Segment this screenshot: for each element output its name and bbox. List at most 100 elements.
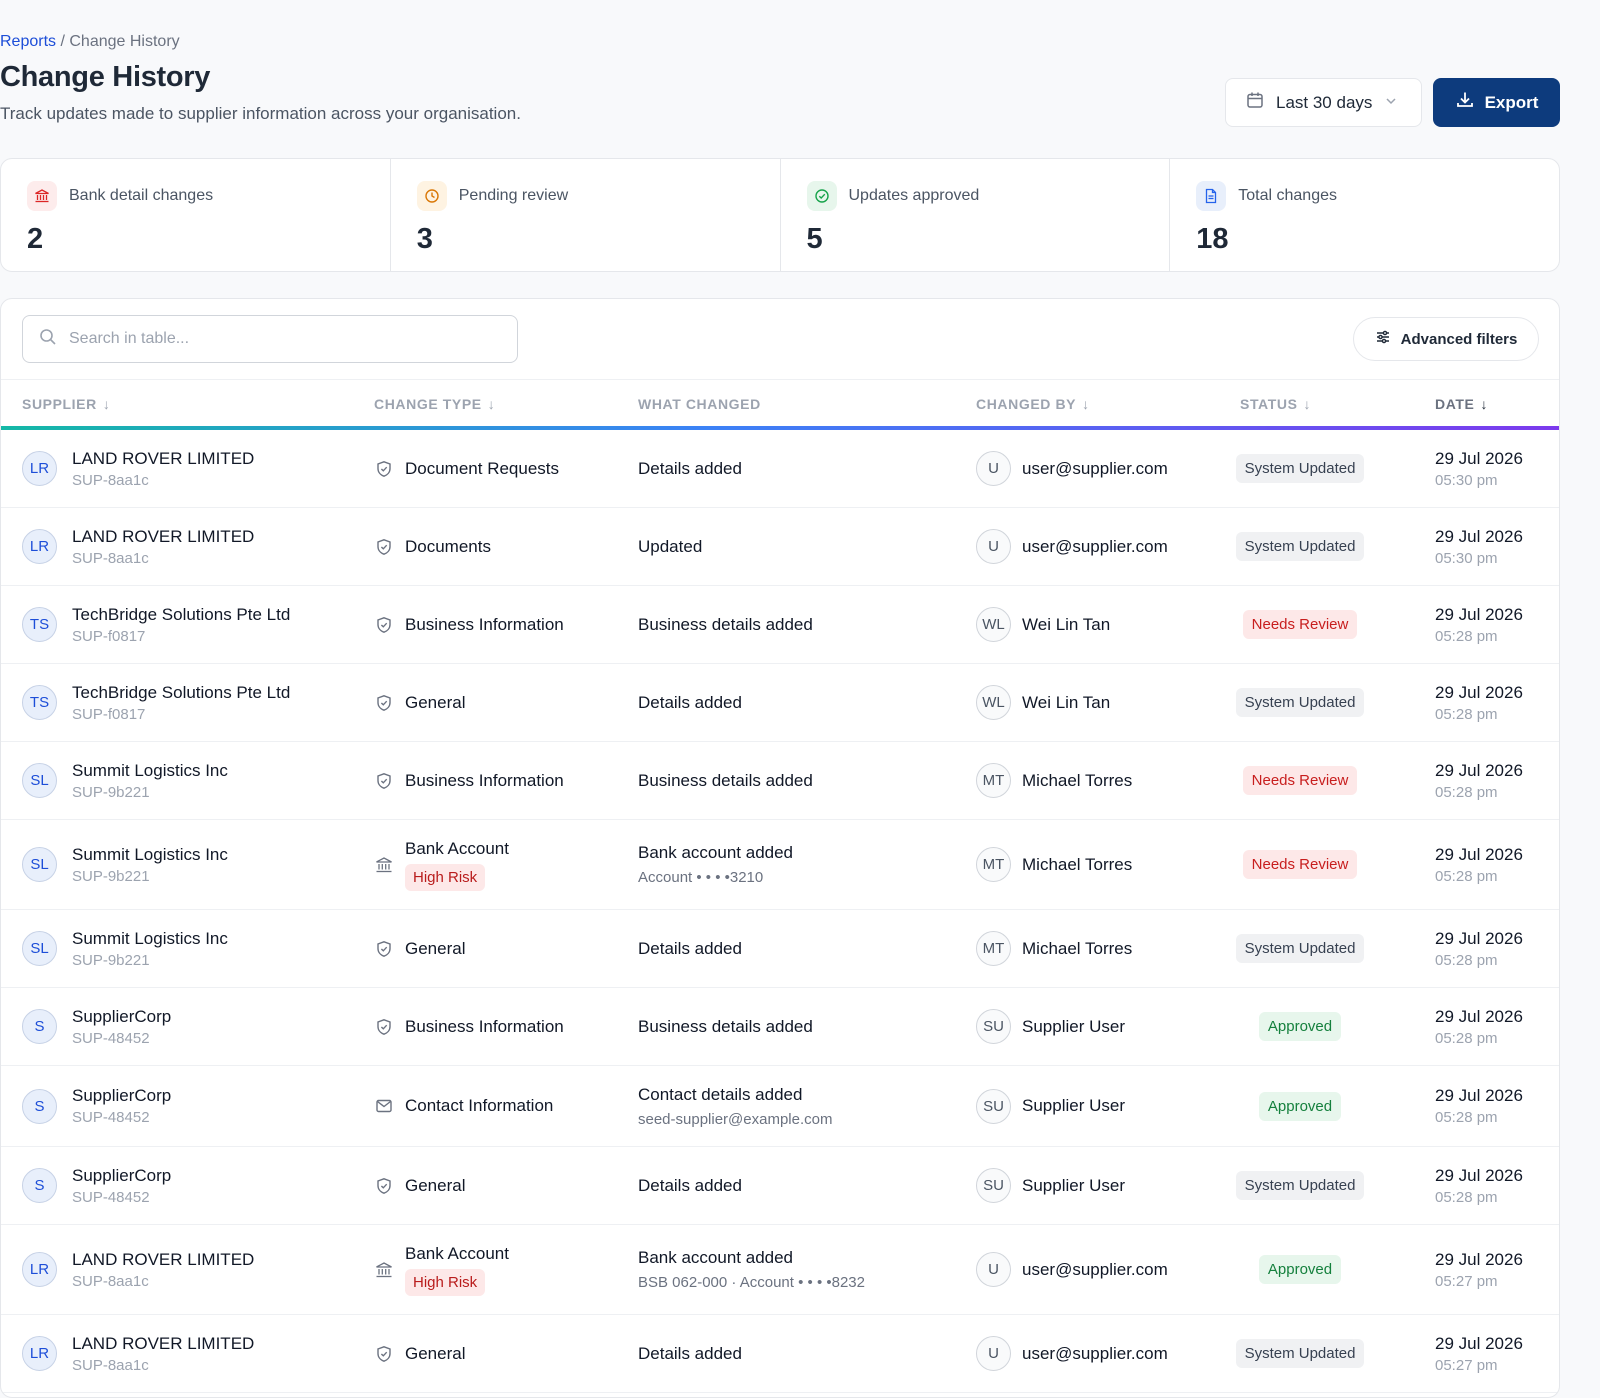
user-avatar: U [976,1336,1011,1371]
breadcrumb: Reports / Change History [0,33,180,51]
date-range-dropdown[interactable]: Last 30 days [1225,78,1422,127]
supplier-name[interactable]: SupplierCorp [72,1165,172,1185]
supplier-avatar: LR [22,451,57,486]
export-button[interactable]: Export [1433,78,1560,127]
supplier-name[interactable]: LAND ROVER LIMITED [72,526,255,546]
what-changed-text: Details added [638,692,742,712]
supplier-name[interactable]: Summit Logistics Inc [72,928,228,948]
changed-by-name: user@supplier.com [1022,536,1168,556]
what-changed-text: Details added [638,1343,742,1363]
table-row[interactable]: LR LAND ROVER LIMITED SUP-8aa1c General Deta… [1,1315,1559,1393]
what-changed-detail: BSB 062-000 · Account • • • •8232 [638,1274,865,1291]
supplier-id: SUP-9b221 [72,783,150,801]
what-changed-cell: Details added [638,1315,742,1392]
table-row[interactable]: S SupplierCorp SUP-48452 Business Informati… [1,988,1559,1066]
change-time: 05:28 pm [1435,867,1498,885]
supplier-avatar: TS [22,685,57,720]
column-header-status[interactable]: STATUS ↓ [1240,396,1311,412]
date-cell: 29 Jul 2026 05:27 pm [1435,1315,1523,1392]
changed-by-cell: WL Wei Lin Tan [976,664,1110,741]
table-row[interactable]: SL Summit Logistics Inc SUP-9b221 General De… [1,910,1559,988]
header-accent-bar [1,426,1559,430]
column-header-date[interactable]: DATE ↓ [1435,396,1488,412]
supplier-name[interactable]: TechBridge Solutions Pte Ltd [72,604,291,624]
column-header-supplier[interactable]: SUPPLIER ↓ [22,396,110,412]
status-cell: Needs Review [1240,742,1360,819]
supplier-avatar: LR [22,1252,57,1287]
change-type-cell: Business Information [374,742,564,819]
shield-check-icon [374,940,394,958]
what-changed-text: Business details added [638,1016,813,1036]
supplier-name[interactable]: Summit Logistics Inc [72,760,228,780]
what-changed-cell: Details added [638,1147,742,1224]
column-header-change-type[interactable]: CHANGE TYPE ↓ [374,396,495,412]
breadcrumb-current: Change History [69,33,180,50]
breadcrumb-reports-link[interactable]: Reports [0,33,57,50]
what-changed-cell: Business details added [638,586,813,663]
change-date: 29 Jul 2026 [1435,844,1523,864]
shield-check-icon [374,694,394,712]
supplier-avatar: LR [22,1336,57,1371]
table-row[interactable]: S SupplierCorp SUP-48452 Contact Informatio… [1,1066,1559,1147]
change-date: 29 Jul 2026 [1435,1006,1523,1026]
change-type-label: Bank Account [405,1243,509,1263]
what-changed-text: Details added [638,938,742,958]
change-type-cell: General [374,1147,465,1224]
supplier-name[interactable]: LAND ROVER LIMITED [72,1249,255,1269]
table-row[interactable]: SL Summit Logistics Inc SUP-9b221 Business … [1,742,1559,820]
status-badge: System Updated [1235,688,1365,717]
table-row[interactable]: LR LAND ROVER LIMITED SUP-8aa1c Bank Accoun… [1,1225,1559,1315]
what-changed-detail: Account • • • •3210 [638,869,764,886]
change-type-label: General [405,1343,466,1363]
date-range-label: Last 30 days [1276,92,1373,112]
changed-by-cell: WL Wei Lin Tan [976,586,1110,663]
table-row[interactable]: TS TechBridge Solutions Pte Ltd SUP-f0817 B… [1,586,1559,664]
download-icon [1455,90,1485,115]
supplier-name[interactable]: SupplierCorp [72,1006,172,1026]
changed-by-cell: SU Supplier User [976,1066,1125,1146]
what-changed-cell: Details added [638,910,742,987]
what-changed-text: Business details added [638,614,813,634]
change-date: 29 Jul 2026 [1435,760,1523,780]
supplier-avatar: S [22,1009,57,1044]
supplier-name[interactable]: LAND ROVER LIMITED [72,1333,255,1353]
supplier-name[interactable]: SupplierCorp [72,1086,172,1105]
user-avatar: MT [976,931,1011,966]
stat-value: 18 [1196,223,1229,255]
shield-check-icon [374,460,394,478]
what-changed-text: Details added [638,1175,742,1195]
status-cell: System Updated [1235,1315,1365,1392]
change-type-cell: Contact Information [374,1066,553,1146]
supplier-cell: S SupplierCorp SUP-48452 [22,1066,171,1146]
supplier-name[interactable]: Summit Logistics Inc [72,844,228,864]
change-time: 05:27 pm [1435,1356,1498,1374]
advanced-filters-label: Advanced filters [1400,330,1518,348]
search-input[interactable]: Search in table... [22,315,518,363]
status-badge: Approved [1258,1012,1342,1041]
user-avatar: U [976,451,1011,486]
column-label: STATUS [1240,396,1298,412]
changed-by-name: Michael Torres [1022,770,1133,790]
what-changed-text: Updated [638,536,703,556]
change-history-table: Search in table... Advanced filters SUPP… [0,298,1560,1398]
user-avatar: SU [976,1088,1011,1124]
table-row[interactable]: SL Summit Logistics Inc SUP-9b221 Bank Acco… [1,820,1559,910]
supplier-name[interactable]: TechBridge Solutions Pte Ltd [72,682,291,702]
check-circle-icon [806,181,837,211]
change-time: 05:27 pm [1435,1272,1498,1290]
sort-arrow-icon: ↓ [1480,396,1489,412]
table-row[interactable]: LR LAND ROVER LIMITED SUP-8aa1c Document Re… [1,430,1559,508]
stat-pending-review: Pending review 3 [391,159,781,271]
change-type-label: Business Information [405,614,564,634]
change-type-label: Contact Information [405,1096,554,1115]
table-row[interactable]: LR LAND ROVER LIMITED SUP-8aa1c Documents Up… [1,508,1559,586]
advanced-filters-button[interactable]: Advanced filters [1353,317,1539,361]
bank-icon [374,1261,394,1279]
table-row[interactable]: S SupplierCorp SUP-48452 General Details add… [1,1147,1559,1225]
supplier-name[interactable]: LAND ROVER LIMITED [72,448,255,468]
change-time: 05:28 pm [1435,1188,1498,1206]
column-header-changed-by[interactable]: CHANGED BY ↓ [976,396,1090,412]
table-row[interactable]: TS TechBridge Solutions Pte Ltd SUP-f0817 G… [1,664,1559,742]
change-date: 29 Jul 2026 [1435,526,1523,546]
what-changed-cell: Details added [638,664,742,741]
